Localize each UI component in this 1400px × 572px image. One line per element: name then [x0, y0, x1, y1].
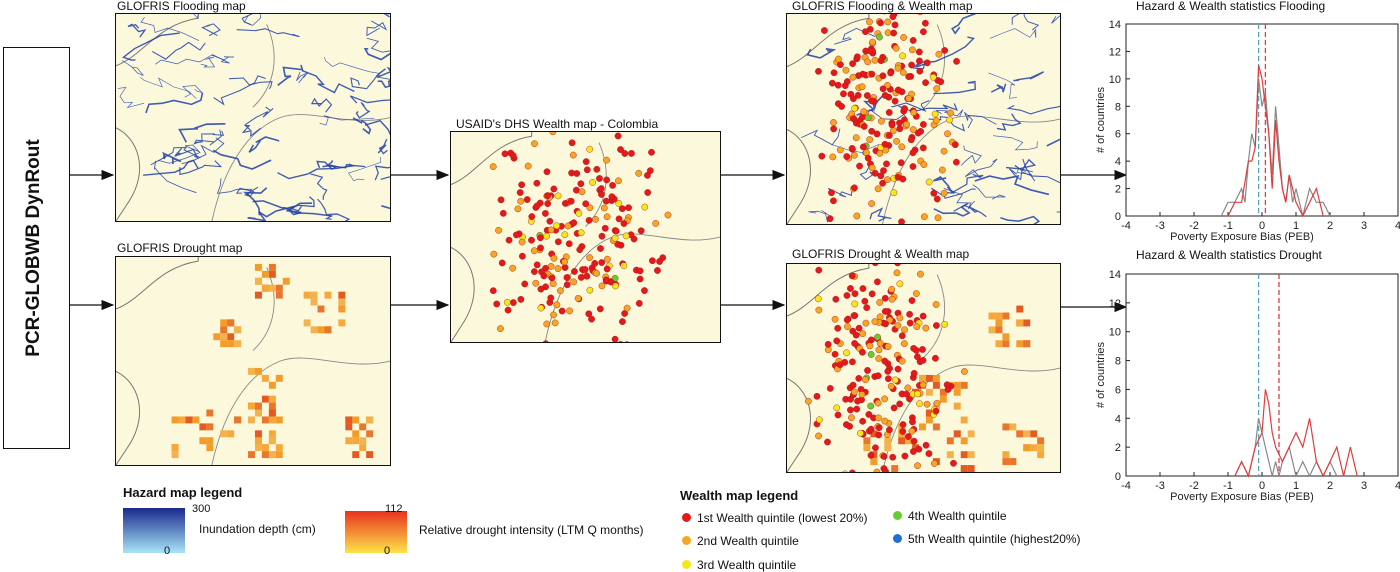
y-tick-label: 8: [1115, 101, 1121, 113]
x-tick-label: -4: [1121, 220, 1131, 232]
drought-max: 112: [385, 503, 403, 515]
y-tick-label: 12: [1109, 46, 1121, 58]
inundation-label: Inundation depth (cm): [199, 522, 316, 536]
x-tick-label: 4: [1395, 220, 1400, 232]
x-tick-label: 3: [1361, 220, 1367, 232]
x-tick-label: 2: [1327, 220, 1333, 232]
y-tick-label: 6: [1115, 384, 1121, 396]
x-tick-label: 3: [1361, 480, 1367, 492]
plot-frame: [1126, 24, 1398, 216]
y-tick-label: 8: [1115, 356, 1121, 368]
legend-label-q2: 2nd Wealth quintile: [697, 534, 799, 548]
inundation-colorbar: [123, 508, 185, 553]
y-tick-label: 10: [1109, 74, 1121, 86]
legend-dot-q5: [893, 534, 902, 543]
y-tick-label: 10: [1109, 327, 1121, 339]
y-axis-label: # of countries: [1095, 341, 1107, 408]
y-tick-label: 0: [1115, 211, 1121, 223]
x-tick-label: 4: [1395, 480, 1400, 492]
legend-dot-q1: [682, 513, 691, 522]
y-tick-label: 2: [1115, 442, 1121, 454]
legend-label-q3: 3rd Wealth quintile: [697, 558, 796, 572]
legend-label-q1: 1st Wealth quintile (lowest 20%): [697, 511, 868, 525]
wealth-legend-title: Wealth map legend: [680, 488, 798, 503]
y-tick-label: 2: [1115, 184, 1121, 196]
legend-dot-q2: [682, 536, 691, 545]
x-tick-label: 2: [1327, 480, 1333, 492]
y-tick-label: 14: [1109, 19, 1121, 31]
inundation-max: 300: [192, 503, 210, 515]
y-tick-label: 14: [1109, 269, 1121, 281]
x-tick-label: -4: [1121, 480, 1131, 492]
y-axis-label: # of countries: [1095, 86, 1107, 153]
drought-min: 0: [384, 545, 390, 557]
y-tick-label: 0: [1115, 471, 1121, 483]
drought-colorbar: [345, 511, 407, 553]
y-tick-label: 6: [1115, 129, 1121, 141]
legend-dot-q3: [682, 560, 691, 569]
legend-label-q4: 4th Wealth quintile: [908, 509, 1007, 523]
x-tick-label: -3: [1155, 480, 1165, 492]
x-tick-label: -3: [1155, 220, 1165, 232]
legend-label-q5: 5th Wealth quintile (highest20%): [908, 532, 1081, 546]
legend-dot-q4: [893, 511, 902, 520]
hazard-legend-title: Hazard map legend: [123, 485, 242, 500]
inundation-min: 0: [164, 545, 170, 557]
y-tick-label: 12: [1109, 298, 1121, 310]
drought-intensity-label: Relative drought intensity (LTM Q months…: [419, 523, 644, 537]
y-tick-label: 4: [1115, 156, 1121, 168]
x-axis-label: Poverty Exposure Bias (PEB): [1170, 231, 1314, 243]
y-tick-label: 4: [1115, 413, 1121, 425]
x-axis-label: Poverty Exposure Bias (PEB): [1170, 491, 1314, 503]
plot-frame: [1126, 274, 1398, 476]
